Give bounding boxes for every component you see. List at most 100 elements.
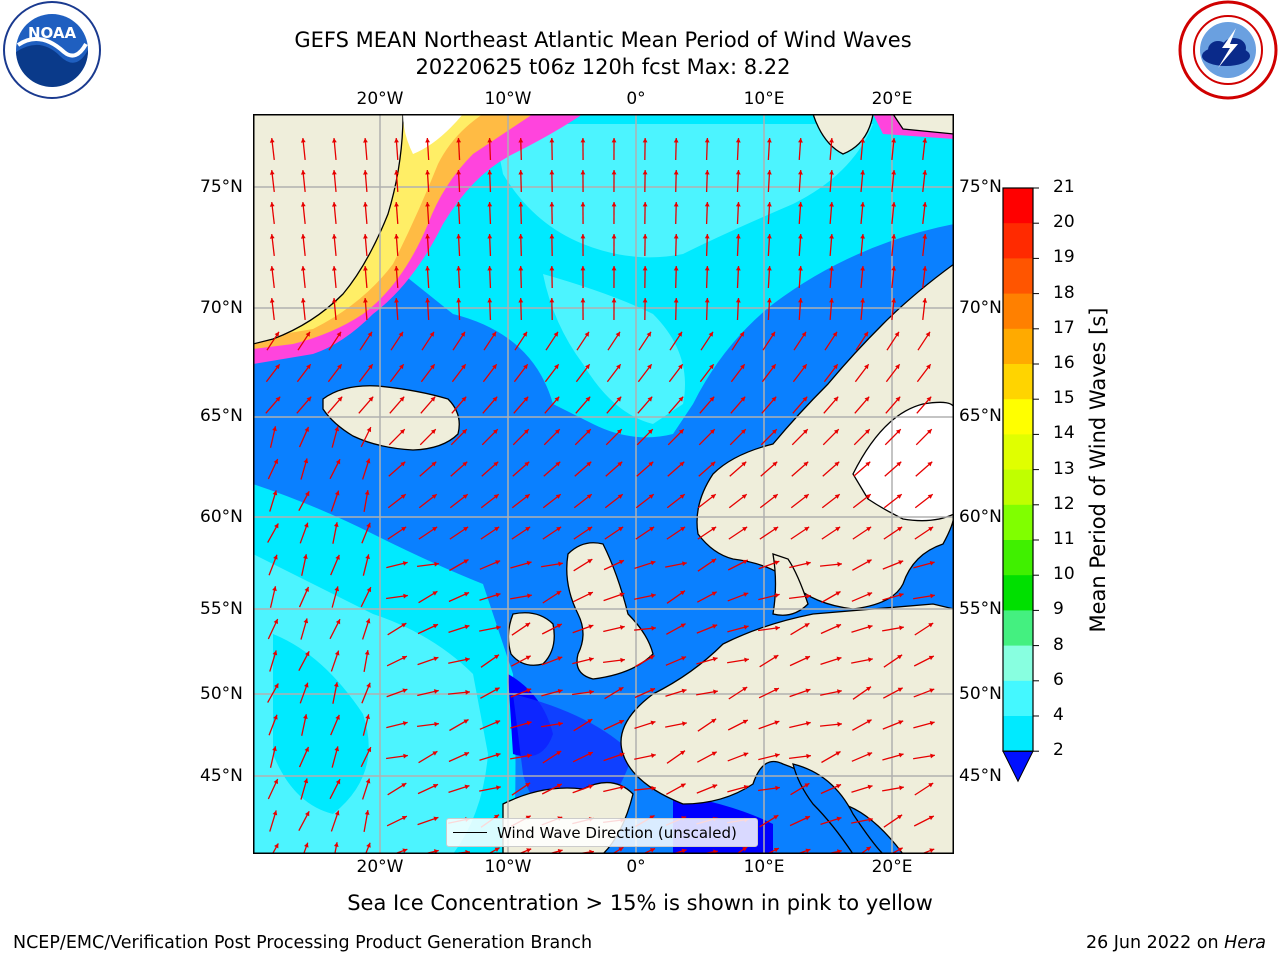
wave-direction-arrowhead [649,526,655,532]
wave-direction-arrowhead [743,624,749,630]
lat-label-right-45n: 45°N [959,766,1002,786]
wave-direction-arrowhead [337,364,342,370]
wave-direction-arrowhead [555,461,561,467]
wave-direction-arrowhead [650,753,656,758]
wave-direction-arrowhead [803,494,809,499]
colorbar-tick-label: 15 [1053,388,1075,409]
wave-direction-arrowhead [463,719,469,724]
wave-direction-arrowhead [394,202,399,207]
wave-direction-arrowhead [712,784,718,789]
wave-direction-arrowhead [496,625,501,631]
colorbar-segment [1003,364,1033,400]
wave-direction-arrowhead [711,591,717,597]
wave-direction-arrowhead [829,234,834,239]
wave-direction-arrowhead [742,687,748,692]
wave-direction-arrowhead [269,234,275,239]
wave-direction-arrowhead [518,298,524,303]
wave-direction-arrowhead [927,461,933,467]
wave-direction-arrowhead [867,624,873,630]
wave-direction-arrowhead [926,429,932,434]
wave-direction-arrowhead [273,619,278,625]
wave-direction-arrowhead [487,138,493,143]
wave-direction-arrowhead [272,746,277,752]
wave-direction-arrowhead [642,202,648,207]
wave-direction-arrowhead [681,848,687,854]
wave-direction-arrowhead [487,266,493,271]
wave-direction-arrowhead [368,364,373,370]
wave-direction-arrowhead [580,298,586,303]
wave-direction-arrowhead [829,266,834,271]
wave-direction-arrowhead [743,784,749,790]
wave-direction-arrowhead [303,618,309,624]
wave-direction-arrowhead [650,720,656,726]
wave-direction-arrowhead [743,752,749,757]
legend-line-swatch [453,832,487,833]
ireland [507,612,555,666]
wave-direction-arrowhead [712,624,718,629]
wave-direction-arrowhead [897,654,903,660]
wave-direction-arrowhead [806,753,811,759]
wave-direction-arrowhead [403,593,408,599]
colorbar-tick-label: 8 [1053,634,1064,655]
wave-direction-arrowhead [863,331,869,337]
wave-direction-arrowhead [673,234,679,239]
wave-direction-arrowhead [300,234,306,239]
wave-direction-arrowhead [549,266,555,271]
wave-direction-arrowhead [495,592,501,598]
wave-direction-arrowhead [401,783,407,788]
wave-direction-arrowhead [866,686,872,692]
wave-direction-arrowhead [866,559,872,564]
wave-direction-arrowhead [894,331,900,337]
wave-direction-arrowhead [766,234,772,239]
wave-direction-arrowhead [611,266,617,271]
wave-direction-arrowhead [365,554,370,560]
wave-direction-arrowhead [432,784,438,789]
wave-direction-arrowhead [891,202,897,207]
wave-direction-arrowhead [647,364,652,370]
wave-direction-arrowhead [580,170,586,175]
wave-direction-arrowhead [274,843,279,849]
wave-direction-arrowhead [860,170,865,175]
wave-direction-arrowhead [677,331,683,337]
wave-direction-arrowhead [433,689,439,694]
wave-direction-arrowhead [589,689,594,695]
wave-direction-arrowhead [616,396,622,402]
wave-direction-arrowhead [619,625,625,630]
lat-label-right-60n: 60°N [959,507,1002,527]
wave-direction-arrowhead [680,590,686,596]
wave-direction-arrowhead [432,624,438,629]
lon-label-bottom-0: 0° [626,857,646,877]
wave-direction-arrowhead [456,298,462,303]
wave-direction-arrowhead [642,298,648,303]
wave-direction-arrowhead [678,429,684,434]
wave-direction-arrowhead [523,429,529,434]
wave-direction-arrowhead [464,624,470,630]
wave-direction-arrowhead [775,785,780,791]
wave-direction-arrowhead [648,461,654,467]
wave-direction-arrowhead [433,816,439,822]
wave-direction-arrowhead [678,396,684,402]
producer-credit: NCEP/EMC/Verification Post Processing Pr… [13,933,593,953]
wave-direction-arrowhead [402,688,408,693]
wave-direction-arrowhead [585,364,590,370]
wave-direction-arrowhead [928,623,934,628]
wave-direction-arrowhead [829,138,834,143]
wave-direction-arrowhead [491,331,497,337]
wave-direction-arrowhead [680,526,686,532]
wave-direction-arrowhead [740,396,746,402]
colorbar-segment [1003,434,1033,471]
colorbar-segment [1003,540,1033,576]
wave-direction-arrowhead [709,429,715,434]
wave-direction-arrowhead [611,138,617,143]
wave-direction-arrowhead [743,592,749,597]
wave-direction-arrowhead [620,657,625,663]
wave-direction-arrowhead [334,810,340,816]
generation-date-text: 26 Jun 2022 on [1085,933,1225,953]
colorbar-tick-label: 11 [1053,529,1075,549]
wave-direction-arrowhead [611,170,617,175]
wave-direction-arrowhead [713,689,718,695]
wave-direction-arrowhead [860,202,865,207]
wave-direction-arrowhead [740,364,745,370]
wave-direction-arrowhead [334,650,340,656]
wave-direction-arrowhead [616,364,621,370]
